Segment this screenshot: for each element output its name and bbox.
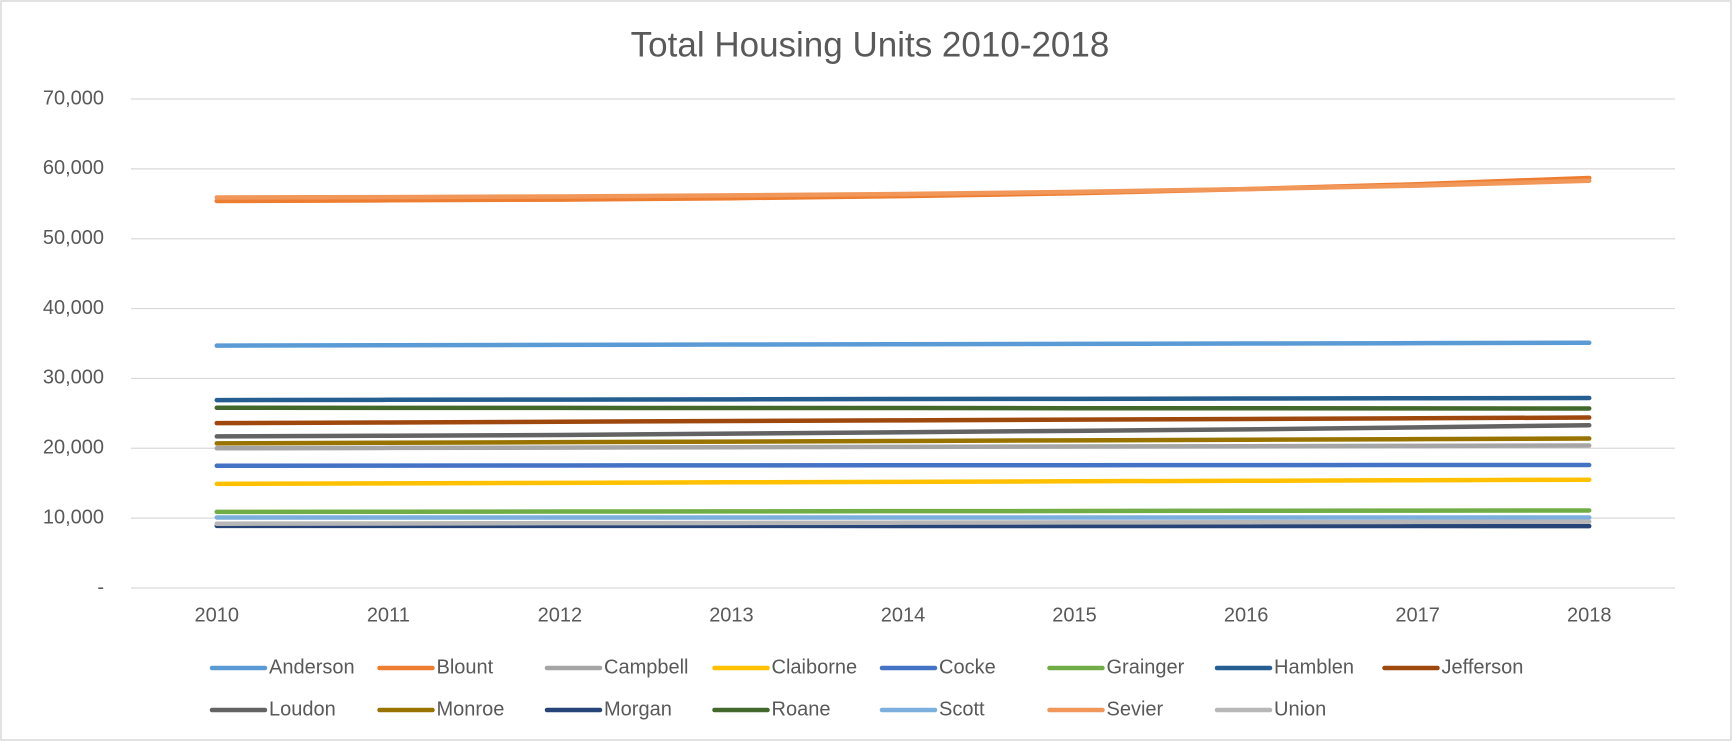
legend-label: Anderson <box>269 656 355 678</box>
series-line <box>214 508 1592 515</box>
y-tick-label: 40,000 <box>43 297 104 319</box>
legend-label: Scott <box>939 698 985 720</box>
x-tick-label: 2017 <box>1395 604 1440 626</box>
legend-label: Loudon <box>269 698 336 720</box>
series-line <box>214 477 1592 487</box>
series-line <box>214 422 1592 439</box>
x-tick-label: 2013 <box>709 604 754 626</box>
legend-label: Campbell <box>604 656 688 678</box>
y-tick-label: 50,000 <box>43 227 104 249</box>
y-tick-label: - <box>97 576 104 598</box>
y-tick-label: 20,000 <box>43 437 104 459</box>
series-line <box>214 395 1592 403</box>
y-tick-label: 60,000 <box>43 157 104 179</box>
x-tick-label: 2014 <box>881 604 926 626</box>
legend-label: Blount <box>437 656 494 678</box>
chart-title: Total Housing Units 2010-2018 <box>631 25 1110 64</box>
legend-label: Hamblen <box>1274 656 1354 678</box>
series-line <box>214 178 1592 200</box>
legend-label: Cocke <box>939 656 996 678</box>
y-tick-label: 70,000 <box>43 87 104 109</box>
y-tick-label: 30,000 <box>43 367 104 389</box>
legend-label: Grainger <box>1107 656 1185 678</box>
legend-label: Sevier <box>1107 698 1164 720</box>
y-tick-label: 10,000 <box>43 506 104 528</box>
series-line <box>214 340 1592 348</box>
legend-label: Claiborne <box>772 656 858 678</box>
series-line <box>214 462 1592 468</box>
series-line <box>214 415 1592 426</box>
x-tick-label: 2011 <box>367 604 410 626</box>
legend-label: Jefferson <box>1442 656 1524 678</box>
x-tick-label: 2012 <box>538 604 583 626</box>
legend-label: Roane <box>772 698 831 720</box>
series-line <box>214 436 1592 446</box>
legend-label: Monroe <box>437 698 505 720</box>
x-tick-label: 2018 <box>1567 604 1612 626</box>
legend-label: Union <box>1274 698 1326 720</box>
legend-label: Morgan <box>604 698 672 720</box>
x-tick-label: 2015 <box>1052 604 1097 626</box>
series-line <box>214 443 1592 451</box>
x-tick-label: 2010 <box>195 604 240 626</box>
series-line <box>214 405 1592 411</box>
series-line <box>214 519 1592 526</box>
x-tick-label: 2016 <box>1224 604 1269 626</box>
